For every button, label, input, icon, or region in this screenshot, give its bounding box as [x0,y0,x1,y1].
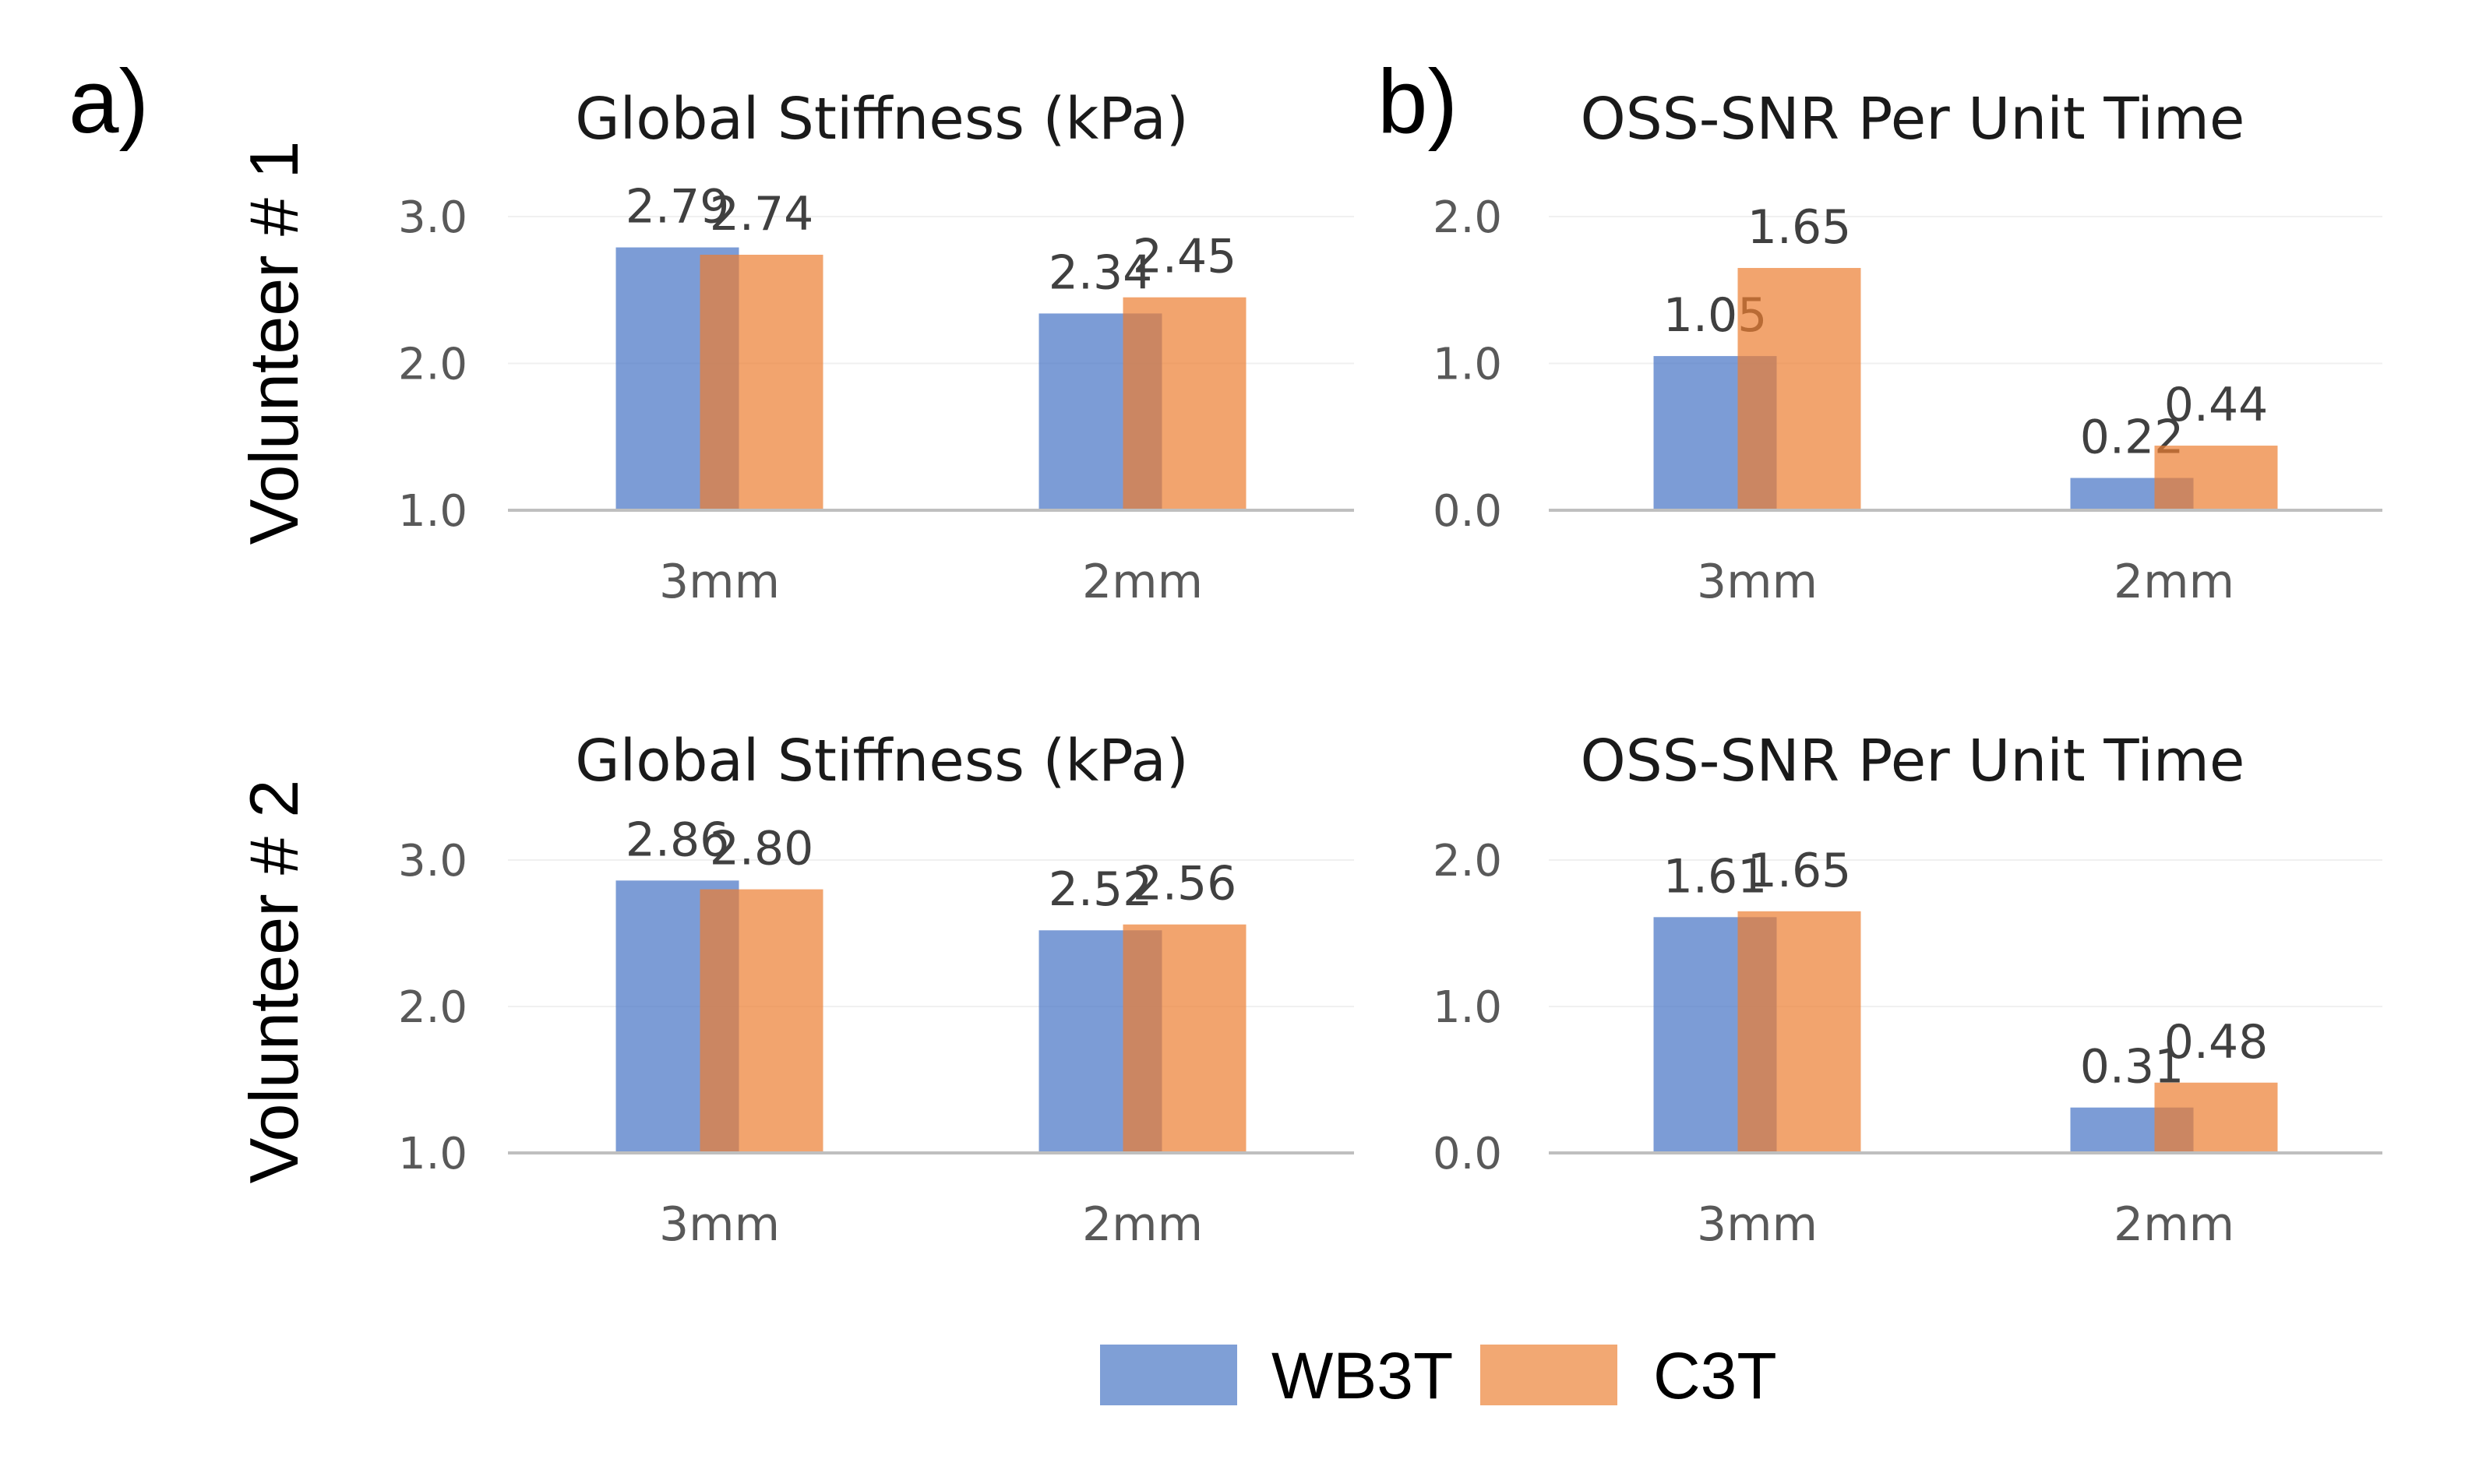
row-label-volunteer-2: Volunteer # 2 [235,780,312,1184]
chart-title: Global Stiffness (kPa) [575,728,1188,795]
y-tick-label: 2.0 [398,982,467,1033]
data-label-c3t-2mm: 2.56 [1133,857,1237,911]
chart-title: Global Stiffness (kPa) [575,86,1188,153]
legend: WB3T C3T [1100,1339,1777,1412]
x-category-label: 2mm [1082,555,1203,609]
bar-c3t-2mm [2154,446,2278,510]
chart-snr-volunteer-1: OSS-SNR Per Unit Time0.01.02.01.051.653m… [1433,86,2382,609]
panel-label-b: b) [1377,51,1458,152]
data-label-c3t-3mm: 1.65 [1747,844,1852,898]
data-label-wb3t-3mm: 2.79 [626,180,730,234]
chart-title: OSS-SNR Per Unit Time [1581,728,2245,795]
y-tick-label: 2.0 [1433,836,1502,887]
legend-label-c3t: C3T [1653,1339,1777,1412]
row-label-volunteer-1: Volunteer # 1 [235,141,312,545]
bar-c3t-3mm [700,889,823,1153]
chart-stiffness-volunteer-2: Global Stiffness (kPa) 1.0 2.0 3.0 2.862.80 3… [398,728,1354,1252]
data-label-c3t-3mm: 2.80 [710,822,814,876]
x-category-label: 3mm [1697,555,1818,609]
x-category-label: 2mm [2114,1197,2234,1252]
y-tick-label: 0.0 [1433,1129,1502,1179]
bar-c3t-2mm [2154,1082,2278,1153]
y-tick-label: 1.0 [1433,340,1502,390]
legend-label-wb3t: WB3T [1271,1339,1453,1412]
y-tick-label: 2.0 [1433,192,1502,243]
x-category-label: 2mm [2114,555,2234,609]
y-tick-label: 1.0 [398,1129,467,1179]
legend-swatch-wb3t [1100,1345,1237,1405]
data-label-wb3t-3mm: 2.86 [626,812,730,867]
panel-label-a: a) [69,51,149,152]
bar-c3t-3mm [700,255,823,510]
y-tick-label: 1.0 [1433,982,1502,1033]
data-label-wb3t-2mm: 2.52 [1049,862,1153,917]
data-label-wb3t-2mm: 2.34 [1049,245,1153,300]
legend-swatch-c3t [1480,1345,1617,1405]
data-label-c3t-2mm: 0.44 [2164,378,2269,432]
data-label-c3t-3mm: 1.65 [1747,200,1852,255]
data-label-c3t-2mm: 2.45 [1133,230,1237,284]
bar-c3t-2mm [1123,924,1247,1153]
y-tick-label: 0.0 [1433,486,1502,537]
data-label-c3t-3mm: 2.74 [710,187,814,241]
data-label-wb3t-3mm: 1.61 [1663,849,1768,904]
y-tick-label: 3.0 [398,192,467,243]
x-category-label: 3mm [659,1197,780,1252]
y-tick-label: 1.0 [398,486,467,537]
y-tick-label: 3.0 [398,836,467,887]
bar-c3t-2mm [1123,297,1247,510]
chart-title: OSS-SNR Per Unit Time [1581,86,2245,153]
x-category-label: 2mm [1082,1197,1203,1252]
bar-c3t-3mm [1737,911,1861,1153]
y-tick-label: 2.0 [398,340,467,390]
chart-snr-volunteer-2: OSS-SNR Per Unit Time 0.0 1.0 2.0 1.611.65 3m… [1433,728,2382,1252]
data-label-c3t-2mm: 0.48 [2164,1015,2269,1070]
bar-c3t-3mm [1737,267,1861,510]
x-category-label: 3mm [1697,1197,1818,1252]
x-category-label: 3mm [659,555,780,609]
chart-stiffness-volunteer-1: Global Stiffness (kPa) 1.0 2.0 3.0 2.792.74 3… [398,86,1354,609]
